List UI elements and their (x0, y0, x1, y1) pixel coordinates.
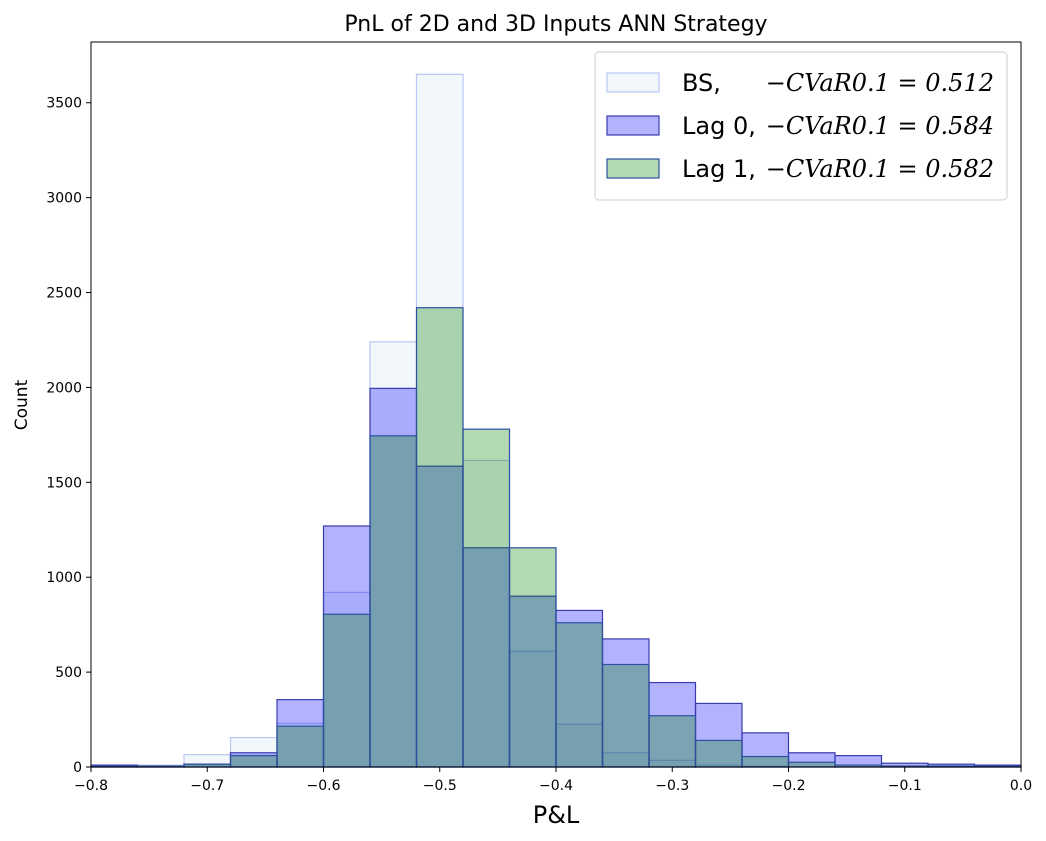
histogram-bar (369, 387, 418, 768)
histogram-bar (415, 307, 464, 768)
y-tick-label: 0 (73, 760, 82, 776)
x-tick-label: −0.8 (74, 778, 108, 794)
legend-box (594, 51, 1008, 201)
x-tick-label: −0.4 (539, 778, 573, 794)
histogram-bar (508, 595, 557, 768)
histogram-bar (462, 428, 511, 768)
x-tick-label: −0.7 (190, 778, 224, 794)
legend: BS, −CVaR0.1 = 0.512 Lag 0, −CVaR0.1 = 0.58… (594, 51, 1008, 201)
histogram-bar (787, 761, 836, 768)
y-tick-label: 1500 (46, 475, 82, 491)
legend-swatch (606, 158, 660, 179)
x-tick-label: −0.2 (772, 778, 806, 794)
histogram-bar (462, 547, 511, 768)
legend-swatch (606, 72, 660, 93)
x-axis-ticks: −0.8 −0.7 −0.6 −0.5 −0.4 −0.3 −0.2 −0.1 0.0 (74, 767, 1032, 794)
y-tick-label: 3500 (46, 96, 82, 112)
histogram-bar (369, 435, 418, 768)
y-axis-label: Count (12, 379, 32, 430)
y-tick-label: 3000 (46, 191, 82, 207)
y-tick-label: 2000 (46, 380, 82, 396)
legend-series-name: BS, (682, 69, 721, 97)
y-tick-label: 1000 (46, 570, 82, 586)
histogram-bar (229, 755, 278, 768)
histogram-bar (601, 638, 650, 768)
bars-layer (90, 73, 1022, 768)
histogram-bar (415, 73, 464, 768)
chart-title: PnL of 2D and 3D Inputs ANN Strategy (344, 12, 767, 37)
legend-swatch (606, 115, 660, 136)
histogram-bar (601, 663, 650, 768)
x-tick-label: −0.6 (307, 778, 341, 794)
histogram-bar (694, 702, 743, 768)
histogram-bar (462, 459, 511, 768)
x-tick-label: −0.5 (423, 778, 457, 794)
legend-series-name: Lag 1, (682, 155, 756, 183)
histogram-bar (415, 465, 464, 768)
histogram-bar (276, 725, 325, 768)
x-axis-label: P&L (533, 801, 580, 829)
histogram-bar (555, 622, 604, 768)
x-tick-label: −0.1 (888, 778, 922, 794)
legend-series-name: Lag 0, (682, 112, 756, 140)
y-axis-ticks: 0 500 1000 1500 2000 2500 3000 3500 (46, 96, 91, 776)
legend-series-metric: −CVaR0.1 = 0.584 (766, 112, 994, 140)
histogram-bar (555, 609, 604, 768)
legend-series-metric: −CVaR0.1 = 0.582 (766, 155, 994, 183)
x-tick-label: 0.0 (1010, 778, 1032, 794)
histogram-bar (741, 755, 790, 768)
histogram-bar (508, 547, 557, 768)
legend-series-metric: −CVaR0.1 = 0.512 (766, 69, 994, 97)
histogram-bar (322, 613, 371, 768)
y-tick-label: 500 (55, 665, 82, 681)
x-tick-label: −0.3 (655, 778, 689, 794)
y-tick-label: 2500 (46, 286, 82, 302)
histogram-bar (694, 739, 743, 768)
histogram-bar (648, 715, 697, 768)
